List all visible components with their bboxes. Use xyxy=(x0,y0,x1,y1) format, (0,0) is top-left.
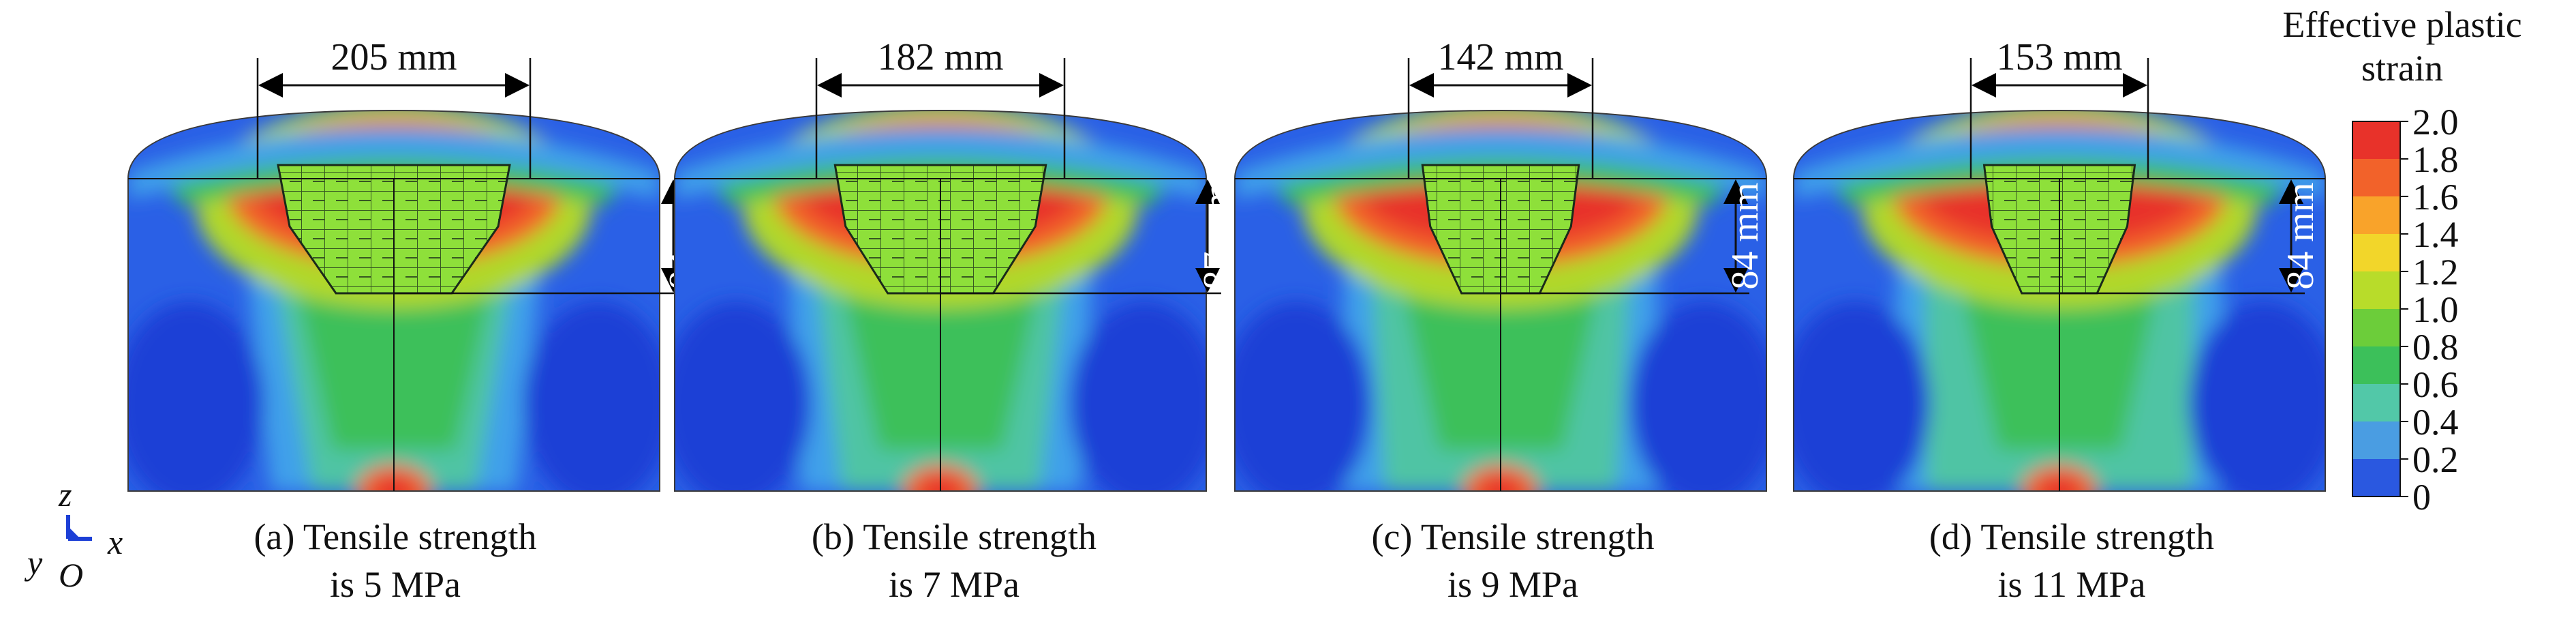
width-label: 142 mm xyxy=(1437,36,1563,78)
colorbar-segment xyxy=(2352,196,2400,234)
legend-title: Effective plastic strain xyxy=(2228,3,2576,90)
colorbar-segment xyxy=(2352,459,2400,497)
legend-tick: 0.6 xyxy=(2412,364,2459,405)
colorbar-segment xyxy=(2352,159,2400,196)
colorbar-segment xyxy=(2352,346,2400,384)
caption-panel-c: (c) Tensile strength is 9 MPa xyxy=(1233,513,1792,608)
axis-label-y: y xyxy=(27,544,43,582)
axis-label-x: x xyxy=(108,523,123,561)
width-label: 182 mm xyxy=(877,36,1003,78)
width-label: 205 mm xyxy=(331,36,457,78)
legend-title-line2: strain xyxy=(2361,48,2443,89)
strain-panel-d: 153 mm 84 mm xyxy=(1793,36,2326,492)
colorbar-segment xyxy=(2352,234,2400,271)
colorbar xyxy=(2352,121,2408,497)
axis-label-z: z xyxy=(59,475,72,514)
caption-b-line1: (b) Tensile strength xyxy=(811,516,1097,557)
legend-tick: 1.0 xyxy=(2412,289,2459,330)
colorbar-segment xyxy=(2352,271,2400,309)
legend-tick: 0.2 xyxy=(2412,439,2459,480)
caption-b-line2: is 7 MPa xyxy=(888,564,1020,605)
legend-title-line1: Effective plastic xyxy=(2282,4,2522,45)
width-label: 153 mm xyxy=(1996,36,2122,78)
caption-panel-b: (b) Tensile strength is 7 MPa xyxy=(675,513,1233,608)
legend-tick: 1.8 xyxy=(2412,139,2459,180)
colorbar-segment xyxy=(2352,384,2400,421)
depth-label: 87 mm xyxy=(1196,182,1238,289)
caption-c-line1: (c) Tensile strength xyxy=(1371,516,1655,557)
legend-tick: 2.0 xyxy=(2412,102,2459,143)
coordinate-axes-icon xyxy=(66,515,92,541)
caption-a-line2: is 5 MPa xyxy=(329,564,461,605)
legend-tick: 1.6 xyxy=(2412,177,2459,218)
caption-d-line1: (d) Tensile strength xyxy=(1929,516,2215,557)
contour-field xyxy=(128,110,660,491)
caption-a-line1: (a) Tensile strength xyxy=(254,516,537,557)
axis-label-origin: O xyxy=(59,556,84,594)
caption-panel-a: (a) Tensile strength is 5 MPa xyxy=(116,513,675,608)
caption-d-line2: is 11 MPa xyxy=(1997,564,2146,605)
strain-panel-b: 182 mm 87 mm xyxy=(674,36,1238,492)
caption-c-line2: is 9 MPa xyxy=(1447,564,1579,605)
legend-tick: 1.4 xyxy=(2412,214,2459,255)
strain-panel-c: 142 mm 84 mm xyxy=(1234,36,1767,492)
depth-label: 84 mm xyxy=(1724,182,1766,289)
depth-label: 84 mm xyxy=(2280,182,2322,289)
colorbar-segment xyxy=(2352,309,2400,346)
legend-tick: 0.8 xyxy=(2412,327,2459,368)
caption-panel-d: (d) Tensile strength is 11 MPa xyxy=(1792,513,2351,608)
colorbar-segment xyxy=(2352,421,2400,459)
legend-tick: 1.2 xyxy=(2412,252,2459,293)
legend-tick: 0 xyxy=(2412,477,2431,518)
colorbar-segment xyxy=(2352,121,2400,159)
legend-tick: 0.4 xyxy=(2412,402,2459,443)
